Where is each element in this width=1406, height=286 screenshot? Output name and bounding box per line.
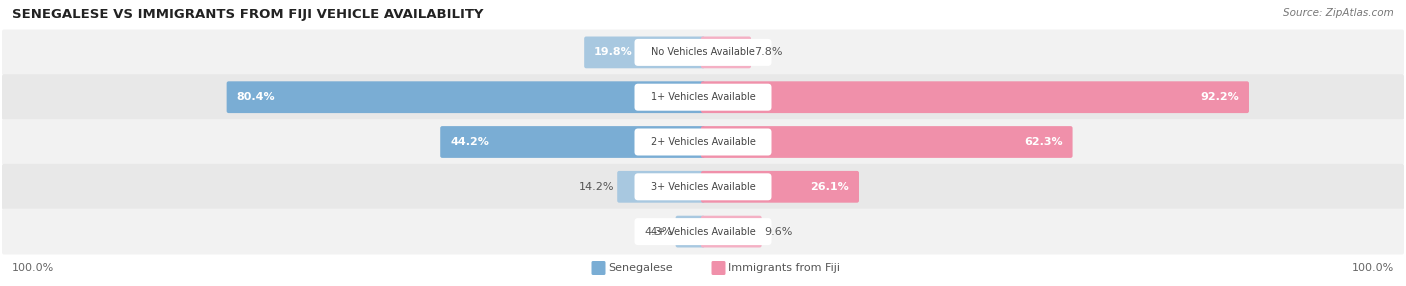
Text: 7.8%: 7.8%: [754, 47, 783, 57]
FancyBboxPatch shape: [702, 81, 1249, 113]
Text: 92.2%: 92.2%: [1201, 92, 1239, 102]
Text: 4.3%: 4.3%: [644, 227, 672, 237]
Text: SENEGALESE VS IMMIGRANTS FROM FIJI VEHICLE AVAILABILITY: SENEGALESE VS IMMIGRANTS FROM FIJI VEHIC…: [13, 8, 484, 21]
FancyBboxPatch shape: [617, 171, 704, 203]
FancyBboxPatch shape: [634, 218, 772, 245]
FancyBboxPatch shape: [634, 39, 772, 66]
FancyBboxPatch shape: [592, 261, 606, 275]
FancyBboxPatch shape: [634, 173, 772, 200]
Text: 62.3%: 62.3%: [1024, 137, 1063, 147]
Text: Immigrants from Fiji: Immigrants from Fiji: [728, 263, 839, 273]
FancyBboxPatch shape: [1, 164, 1405, 210]
Text: 9.6%: 9.6%: [765, 227, 793, 237]
FancyBboxPatch shape: [1, 119, 1405, 165]
Text: 26.1%: 26.1%: [810, 182, 849, 192]
FancyBboxPatch shape: [711, 261, 725, 275]
Text: 44.2%: 44.2%: [450, 137, 489, 147]
FancyBboxPatch shape: [1, 209, 1405, 255]
Text: No Vehicles Available: No Vehicles Available: [651, 47, 755, 57]
FancyBboxPatch shape: [1, 29, 1405, 75]
FancyBboxPatch shape: [440, 126, 704, 158]
Text: 100.0%: 100.0%: [13, 263, 55, 273]
Text: 14.2%: 14.2%: [579, 182, 614, 192]
Text: Source: ZipAtlas.com: Source: ZipAtlas.com: [1284, 8, 1393, 18]
FancyBboxPatch shape: [676, 216, 704, 247]
Text: 1+ Vehicles Available: 1+ Vehicles Available: [651, 92, 755, 102]
Text: 80.4%: 80.4%: [236, 92, 276, 102]
FancyBboxPatch shape: [702, 216, 762, 247]
FancyBboxPatch shape: [634, 84, 772, 111]
FancyBboxPatch shape: [702, 126, 1073, 158]
Text: 100.0%: 100.0%: [1351, 263, 1393, 273]
Text: 2+ Vehicles Available: 2+ Vehicles Available: [651, 137, 755, 147]
FancyBboxPatch shape: [1, 74, 1405, 120]
FancyBboxPatch shape: [583, 37, 704, 68]
Text: 4+ Vehicles Available: 4+ Vehicles Available: [651, 227, 755, 237]
Text: Senegalese: Senegalese: [607, 263, 672, 273]
FancyBboxPatch shape: [702, 171, 859, 203]
FancyBboxPatch shape: [702, 37, 751, 68]
Text: 3+ Vehicles Available: 3+ Vehicles Available: [651, 182, 755, 192]
FancyBboxPatch shape: [634, 128, 772, 156]
FancyBboxPatch shape: [226, 81, 704, 113]
Text: 19.8%: 19.8%: [595, 47, 633, 57]
